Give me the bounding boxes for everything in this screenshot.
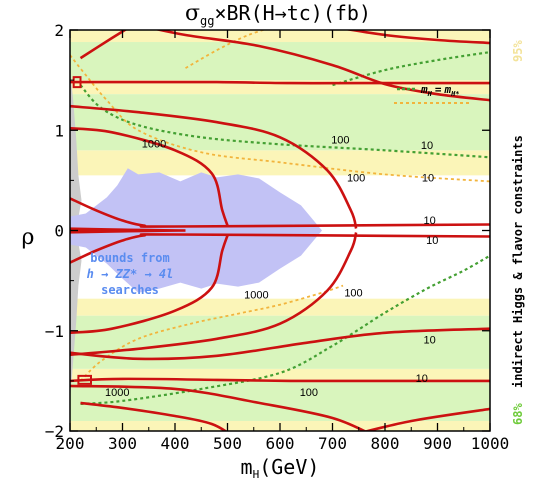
right-side-label: 68% indirect Higgs & flavor constraints … — [511, 40, 525, 425]
x-tick-label-3: 500 — [213, 434, 242, 453]
y-tick-label-1: −1 — [45, 322, 64, 341]
contour-10-mid-upper — [70, 197, 490, 228]
zz-excluded-region — [70, 168, 322, 293]
contour-labels: 1000 100 10 100 10 10 10 1000 100 10 1000 100 10 — [105, 134, 438, 399]
contour-label-6: 10 — [426, 235, 438, 247]
band-68-0 — [70, 42, 490, 81]
contour-loop-lower — [70, 377, 490, 383]
contour-center-2 — [70, 229, 186, 234]
x-tick-label-7: 900 — [423, 434, 452, 453]
band-95-3 — [70, 298, 490, 316]
contour-label-2: 10 — [421, 140, 433, 152]
gray-region-lower — [70, 232, 82, 401]
contour-label-0: 1000 — [142, 138, 166, 150]
contour-100-top — [154, 30, 490, 102]
x-tick-label-5: 700 — [318, 434, 347, 453]
contour-label-3: 100 — [347, 172, 365, 184]
contour-small-loop-upper — [72, 76, 82, 89]
contour-1000-bottom — [80, 401, 228, 431]
gray-region-upper — [70, 70, 82, 229]
chart-title: σgg×BR(H→tc)(fb) — [185, 1, 371, 28]
right-label-main: indirect Higgs & flavor constraints — [511, 135, 525, 388]
contour-1000-top — [79, 30, 128, 60]
bounds-line-2: h → ZZ* → 4l — [87, 267, 174, 281]
y-tick-label-0: −2 — [45, 422, 64, 441]
bounds-annotation: bounds from h → ZZ* → 4l searches — [87, 251, 174, 297]
contour-lines — [70, 30, 490, 431]
contour-small-loop-lower — [77, 374, 92, 385]
contour-label-5: 10 — [424, 215, 436, 227]
contour-label-4: 10 — [422, 172, 434, 184]
contour-1000-mid-upper — [70, 126, 229, 226]
contour-1000-mid-lower — [70, 235, 229, 335]
axis-ticks: 200 300 400 500 600 700 800 900 1000 −2 −1 0 1 2 — [45, 21, 510, 453]
contour-label-7: 1000 — [244, 290, 268, 302]
legend: mH = mH* — [394, 83, 470, 104]
contour-label-1: 100 — [331, 134, 349, 146]
y-tick-label-4: 2 — [54, 21, 64, 40]
bounds-line-3: searches — [101, 283, 159, 297]
right-label-95: 95% — [511, 40, 525, 62]
x-tick-label-6: 800 — [371, 434, 400, 453]
contour-100-bottom — [70, 384, 368, 431]
y-axis-label: ρ — [22, 225, 35, 250]
x-tick-label-1: 300 — [108, 434, 137, 453]
bounds-line-1: bounds from — [90, 251, 169, 265]
right-label-68: 68% — [511, 403, 525, 425]
contour-label-9: 10 — [424, 334, 436, 346]
contour-label-8: 100 — [344, 288, 362, 300]
contour-100-mid-lower — [70, 232, 358, 357]
legend-label: mH = mH* — [420, 83, 460, 98]
contour-10-lower — [70, 327, 490, 361]
contour-label-10: 1000 — [105, 387, 129, 399]
contour-label-11: 100 — [300, 387, 318, 399]
x-tick-label-4: 600 — [266, 434, 295, 453]
x-axis-label: mH(GeV) — [241, 455, 320, 481]
contour-100-mid-upper — [70, 104, 358, 229]
contour-10-bottom — [362, 407, 490, 431]
x-tick-label-8: 1000 — [471, 434, 510, 453]
contour-loop-upper — [70, 80, 490, 85]
y-tick-label-3: 1 — [54, 121, 64, 140]
confidence-bands — [70, 30, 490, 431]
x-tick-label-0: 200 — [56, 434, 85, 453]
contour-10-top — [344, 30, 490, 45]
contour-label-12: 10 — [416, 373, 428, 385]
orange-dotted-upper — [70, 54, 490, 183]
band-95-4 — [70, 368, 490, 381]
contour-10-mid-lower — [70, 233, 490, 264]
excluded-regions — [70, 70, 322, 401]
y-tick-label-2: 0 — [54, 222, 64, 241]
orange-dotted-lower — [79, 284, 344, 382]
x-tick-label-2: 400 — [161, 434, 190, 453]
